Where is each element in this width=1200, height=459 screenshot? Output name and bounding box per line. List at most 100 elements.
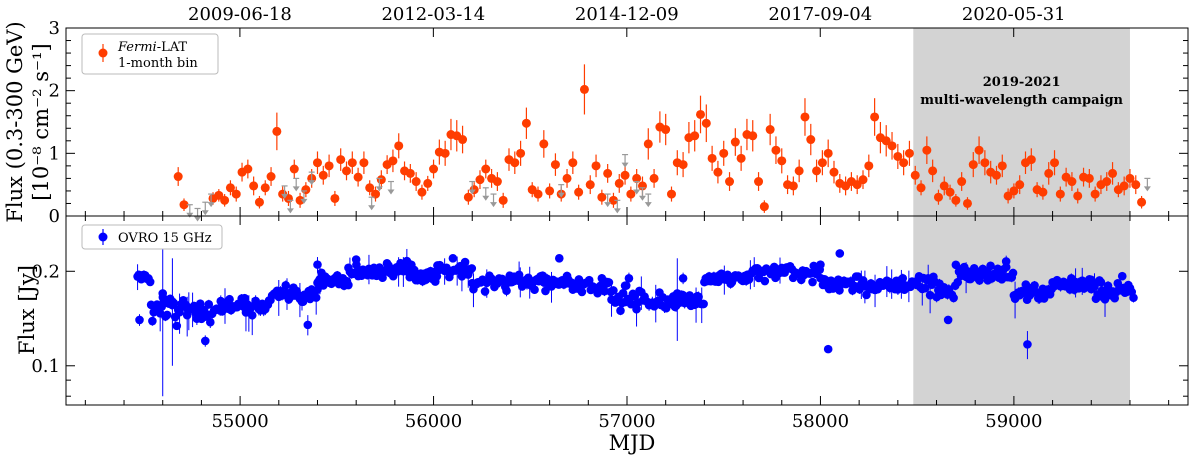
fermi-point bbox=[666, 186, 676, 202]
ovro-marker bbox=[678, 273, 688, 283]
fermi-point bbox=[1084, 169, 1094, 188]
ovro-marker bbox=[344, 280, 353, 290]
fermi-marker bbox=[1003, 191, 1013, 201]
ovro-marker bbox=[311, 293, 321, 302]
fermi-marker bbox=[498, 195, 508, 205]
ovro-marker bbox=[672, 289, 682, 298]
ovro-marker bbox=[624, 273, 634, 283]
fermi-marker bbox=[817, 158, 827, 168]
ovro-marker bbox=[313, 260, 322, 269]
fermi-marker bbox=[916, 183, 926, 193]
fermi-marker bbox=[997, 161, 1007, 171]
upper-limit-arrowhead bbox=[490, 202, 498, 208]
fermi-point bbox=[678, 152, 688, 178]
fermi-marker bbox=[417, 187, 427, 197]
fermi-point bbox=[916, 180, 926, 196]
ovro-marker bbox=[943, 315, 953, 325]
x-tick-label: 57000 bbox=[598, 411, 655, 432]
fermi-marker bbox=[887, 141, 897, 151]
fermi-upper-limit bbox=[201, 201, 209, 216]
fermi-point bbox=[701, 104, 711, 143]
fermi-marker bbox=[394, 141, 404, 151]
fermi-point bbox=[365, 180, 375, 196]
fermi-upper-limit bbox=[286, 199, 294, 214]
fermi-marker bbox=[852, 180, 862, 190]
fermi-point bbox=[1026, 148, 1036, 171]
fermi-point bbox=[498, 192, 508, 208]
fermi-point bbox=[933, 189, 943, 205]
fermi-marker bbox=[301, 185, 311, 195]
fermi-marker bbox=[725, 177, 735, 187]
fermi-marker bbox=[405, 168, 415, 178]
fermi-marker bbox=[962, 198, 972, 208]
fermi-upper-limit bbox=[375, 177, 383, 192]
ovro-point bbox=[816, 260, 825, 269]
fermi-upper-limit bbox=[292, 177, 300, 192]
ovro-marker bbox=[835, 249, 845, 258]
ovro-point bbox=[808, 277, 817, 287]
fermi-point bbox=[533, 186, 543, 202]
ovro-point bbox=[618, 288, 628, 298]
ovro-marker bbox=[808, 277, 817, 287]
ovro-marker bbox=[148, 316, 157, 326]
fermi-marker bbox=[272, 126, 282, 136]
x-tick-label: 55000 bbox=[211, 411, 268, 432]
fermi-point bbox=[301, 182, 311, 198]
ovro-marker bbox=[1008, 268, 1018, 278]
ovro-marker bbox=[975, 276, 984, 285]
fermi-marker bbox=[794, 166, 804, 176]
fermi-marker bbox=[1125, 173, 1135, 183]
x-tick-label: 58000 bbox=[792, 411, 849, 432]
fermi-marker bbox=[991, 170, 1001, 180]
fermi-point bbox=[353, 167, 363, 187]
fermi-point bbox=[405, 163, 415, 183]
fermi-point bbox=[690, 120, 700, 152]
fermi-marker bbox=[179, 200, 189, 210]
fermi-point bbox=[806, 123, 816, 156]
ovro-point bbox=[281, 280, 291, 291]
fermi-marker bbox=[1026, 155, 1036, 165]
fermi-marker bbox=[713, 167, 723, 177]
ovro-marker bbox=[1096, 278, 1106, 287]
fermi-marker bbox=[336, 155, 346, 165]
ovro-point bbox=[448, 253, 458, 263]
fermi-point bbox=[411, 172, 421, 191]
fermi-marker bbox=[1067, 177, 1077, 187]
fermi-point bbox=[1090, 186, 1100, 202]
fermi-point bbox=[475, 170, 485, 190]
ovro-point bbox=[835, 249, 845, 258]
ovro-marker bbox=[460, 257, 470, 267]
fermi-point bbox=[388, 149, 398, 173]
ovro-marker bbox=[162, 310, 172, 320]
ovro-point bbox=[898, 273, 908, 284]
fermi-y-tick-label: 1 bbox=[49, 143, 60, 164]
ovro-marker bbox=[862, 290, 871, 300]
fermi-point bbox=[1055, 186, 1065, 202]
ovro-marker bbox=[225, 294, 234, 304]
ovro-marker bbox=[175, 307, 184, 317]
fermi-point bbox=[893, 143, 903, 169]
fermi-legend: Fermi-LAT 1-month bin bbox=[81, 33, 219, 75]
ovro-marker bbox=[616, 306, 625, 315]
ovro-marker bbox=[145, 277, 155, 287]
ovro-point bbox=[313, 257, 322, 273]
ovro-point bbox=[986, 261, 995, 271]
fermi-upper-limit bbox=[387, 180, 395, 195]
x-tick-label: 59000 bbox=[985, 411, 1042, 432]
fermi-point bbox=[974, 136, 984, 164]
fermi-point bbox=[440, 140, 450, 166]
ovro-marker bbox=[204, 300, 214, 309]
fermi-point bbox=[1067, 172, 1077, 191]
ovro-point bbox=[1001, 257, 1011, 266]
ovro-marker bbox=[597, 273, 607, 283]
ovro-marker bbox=[409, 265, 419, 275]
top-date-label: 2017-09-04 bbox=[768, 4, 872, 25]
fermi-point bbox=[620, 165, 630, 185]
fermi-upper-limit bbox=[644, 193, 652, 208]
fermi-marker bbox=[922, 145, 932, 155]
fermi-marker bbox=[904, 148, 914, 158]
ovro-point bbox=[297, 293, 307, 311]
fermi-marker bbox=[632, 173, 642, 183]
fermi-upper-limit bbox=[281, 185, 289, 199]
